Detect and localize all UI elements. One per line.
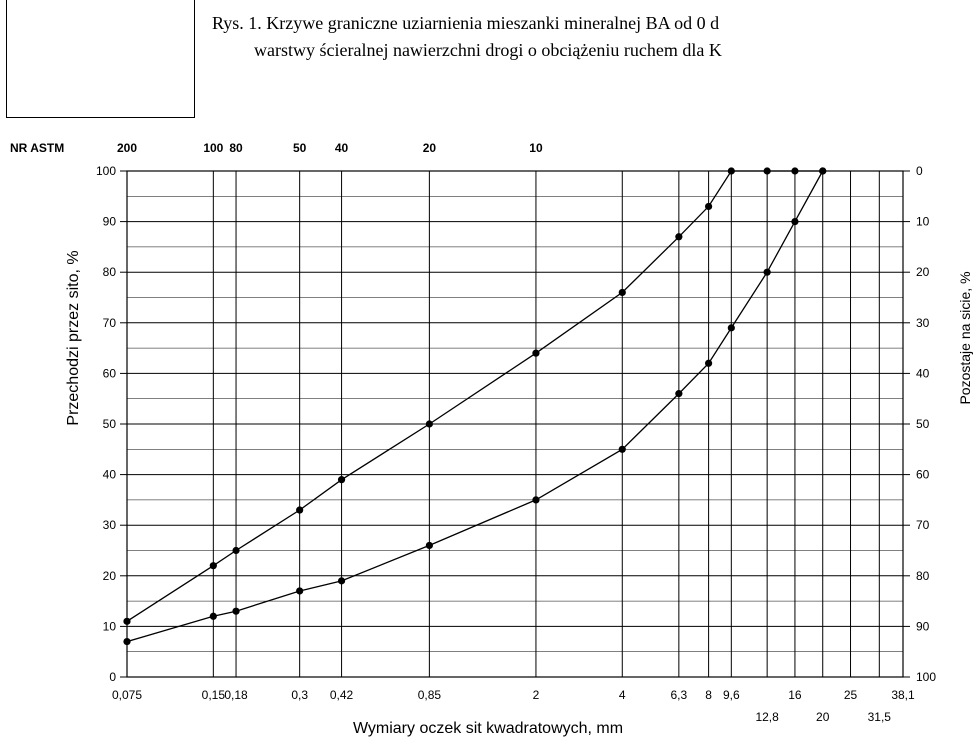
series-2-point xyxy=(425,541,433,550)
astm-tick-label: 80 xyxy=(229,141,243,155)
y-tick-label: 50 xyxy=(103,417,117,431)
series-2-point xyxy=(337,577,346,585)
astm-tick-label: 10 xyxy=(529,141,543,155)
series-1-point xyxy=(618,288,626,297)
series-1-point xyxy=(727,167,735,175)
y2-tick-label: 20 xyxy=(916,265,930,279)
y2-tick-label: 50 xyxy=(916,417,930,431)
x-tick-label: 0,85 xyxy=(418,688,442,702)
series-1-point xyxy=(337,476,346,484)
y-tick-label: 70 xyxy=(103,316,117,330)
y-tick-label: 10 xyxy=(103,619,117,633)
y-tick-label: 100 xyxy=(96,164,116,178)
x-axis-title: Wymiary oczek sit kwadratowych, mm xyxy=(353,720,623,737)
x-tick-label: 38,1 xyxy=(891,688,915,702)
series-2-line xyxy=(126,170,824,643)
y-tick-label: 40 xyxy=(103,468,117,482)
series-1-point xyxy=(532,349,540,357)
astm-tick-label: 20 xyxy=(423,141,437,155)
series-2-point xyxy=(675,390,683,398)
series-2-point xyxy=(123,637,131,646)
figure-caption: Rys. 1. Krzywe graniczne uziarnienia mie… xyxy=(212,10,978,64)
series-1-line xyxy=(126,170,823,622)
x-tick-label: 2 xyxy=(533,688,540,702)
x-tick-label: 0,42 xyxy=(330,688,354,702)
y-tick-label: 60 xyxy=(103,366,117,380)
series-2-point xyxy=(532,496,540,504)
series-1-point xyxy=(425,420,433,428)
x-tick-label: 6,3 xyxy=(671,688,688,702)
y2-tick-label: 0 xyxy=(916,164,923,178)
astm-tick-label: 100 xyxy=(203,141,223,155)
caption-line-2: warstwy ścieralnej nawierzchni drogi o o… xyxy=(254,40,722,60)
y2-tick-label: 70 xyxy=(916,518,930,532)
y-tick-label: 0 xyxy=(109,670,116,684)
series-1-point xyxy=(705,202,713,211)
x-tick-label: 4 xyxy=(619,688,626,702)
y-tick-label: 80 xyxy=(103,265,117,279)
series-layer xyxy=(123,167,827,646)
series-1-point xyxy=(209,562,217,570)
y2-tick-label: 80 xyxy=(916,569,930,583)
y2-axis-title: Pozostaje na sicie, % xyxy=(957,271,973,404)
series-1-point xyxy=(123,617,131,625)
x-tick-label-row2: 12,8 xyxy=(755,710,779,724)
x-tick-label: 16 xyxy=(788,688,802,702)
y-axis-title: Przechodzi przez sito, % xyxy=(65,250,82,425)
y2-tick-label: 40 xyxy=(916,366,930,380)
y-tick-label: 90 xyxy=(103,215,117,229)
series-1-point xyxy=(675,233,683,241)
astm-axis-title: NR ASTM xyxy=(10,141,64,155)
x-tick-label: 0,075 xyxy=(112,688,142,702)
tick-labels: 0102030405060708090100100908070605040302… xyxy=(96,141,936,724)
caption-line-1: Rys. 1. Krzywe graniczne uziarnienia mie… xyxy=(212,13,720,33)
series-1-point xyxy=(296,506,304,514)
series-2-point xyxy=(618,445,626,453)
plot-frame xyxy=(126,170,904,678)
x-tick-label: 9,6 xyxy=(723,688,740,702)
x-tick-label: 0,15 xyxy=(202,688,226,702)
series-2-point xyxy=(727,324,735,332)
series-2-point xyxy=(209,612,217,620)
series-2-point xyxy=(296,587,304,595)
astm-tick-label: 200 xyxy=(117,141,137,155)
series-2-point xyxy=(819,167,827,175)
y2-tick-label: 60 xyxy=(916,468,930,482)
astm-tick-label: 50 xyxy=(293,141,307,155)
series-2-point xyxy=(232,607,240,615)
series-2-point xyxy=(791,218,799,226)
series-1-point xyxy=(763,167,771,175)
y2-tick-label: 10 xyxy=(916,215,930,229)
astm-tick-label: 40 xyxy=(335,141,349,155)
y-tick-label: 20 xyxy=(103,569,117,583)
x-tick-label: 0,18 xyxy=(224,688,248,702)
x-tick-label-row2: 20 xyxy=(816,710,830,724)
y2-tick-label: 30 xyxy=(916,316,930,330)
x-tick-label-row2: 31,5 xyxy=(868,710,892,724)
y2-tick-label: 100 xyxy=(916,670,936,684)
x-tick-label: 25 xyxy=(844,688,858,702)
caption-frame xyxy=(6,0,195,118)
series-1-point xyxy=(232,546,240,555)
series-1-point xyxy=(791,167,799,175)
series-2-point xyxy=(763,268,771,276)
x-tick-label: 0,3 xyxy=(291,688,308,702)
series-2-point xyxy=(705,359,713,367)
grid xyxy=(120,170,910,678)
y2-tick-label: 90 xyxy=(916,619,930,633)
y-tick-label: 30 xyxy=(103,518,117,532)
x-tick-label: 8 xyxy=(705,688,712,702)
